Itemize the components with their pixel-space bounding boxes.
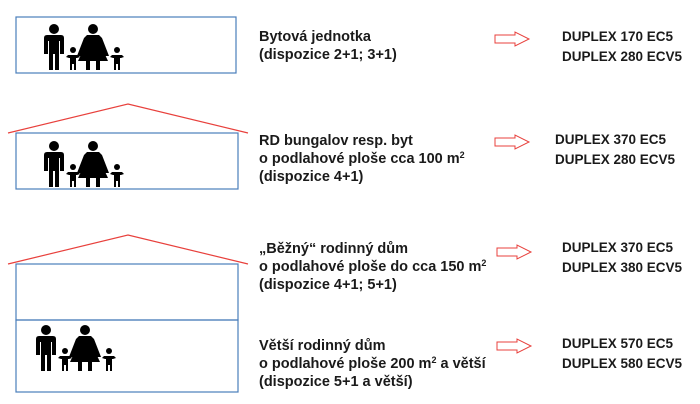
description-line: o podlahové ploše do cca 150 m2 [259,258,487,276]
description-line: o podlahové ploše cca 100 m2 [259,150,465,168]
bungalow-box [15,132,239,190]
family-icon [44,24,124,70]
description-line: (dispozice 4+1; 5+1) [259,277,397,293]
description-line: „Běžný“ rodinný dům [259,241,409,257]
apartment-description: Bytová jednotka (dispozice 2+1; 3+1) [259,28,397,64]
result-line: DUPLEX 170 EC5 [562,29,674,44]
superscript: 2 [459,150,465,160]
family-house-description: „Běžný“ rodinný dům o podlahové ploše do… [259,240,486,294]
house-roof [7,234,249,265]
description-line: Větší rodinný dům [259,338,386,354]
family-icon [44,141,124,187]
description-line: Bytová jednotka [259,29,371,45]
bungalow-result: DUPLEX 370 EC5 DUPLEX 280 ECV5 [555,130,675,170]
result-line: DUPLEX 370 EC5 [555,132,667,147]
right-arrow-icon [494,134,530,150]
description-line: RD bungalov resp. byt [259,133,413,149]
bungalow-description: RD bungalov resp. byt o podlahové ploše … [259,132,465,186]
bungalow-roof [7,103,249,134]
result-line: DUPLEX 570 EC5 [562,336,674,351]
family-house-result: DUPLEX 370 EC5 DUPLEX 380 ECV5 [562,238,682,278]
family-icon [36,325,116,371]
result-line: DUPLEX 580 ECV5 [562,356,683,371]
right-arrow-icon [496,338,532,354]
superscript: 2 [431,355,437,365]
large-house-description: Větší rodinný dům o podlahové ploše 200 … [259,337,486,391]
house-upper-floor [15,263,239,321]
apartment-box [15,16,237,74]
description-line: o podlahové ploše 200 m2 a větší [259,355,486,373]
description-line: (dispozice 5+1 a větší) [259,374,413,390]
right-arrow-icon [496,244,532,260]
description-line: (dispozice 4+1) [259,169,364,185]
superscript: 2 [481,258,487,268]
description-line: (dispozice 2+1; 3+1) [259,47,397,63]
result-line: DUPLEX 370 EC5 [562,240,674,255]
result-line: DUPLEX 280 ECV5 [555,152,676,167]
large-house-result: DUPLEX 570 EC5 DUPLEX 580 ECV5 [562,334,682,374]
apartment-result: DUPLEX 170 EC5 DUPLEX 280 ECV5 [562,27,682,67]
result-line: DUPLEX 280 ECV5 [562,49,683,64]
result-line: DUPLEX 380 ECV5 [562,260,683,275]
right-arrow-icon [494,31,530,47]
house-lower-floor [15,319,239,393]
